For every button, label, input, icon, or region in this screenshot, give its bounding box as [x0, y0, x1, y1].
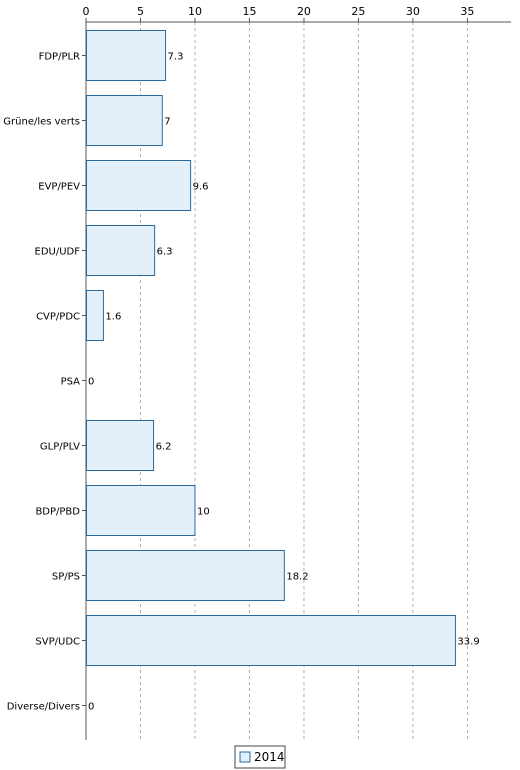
legend-swatch [239, 751, 251, 763]
bar [86, 95, 163, 146]
bar [86, 550, 285, 601]
category-label: GLP/PLV [40, 442, 80, 453]
bar [86, 225, 156, 276]
bar [86, 160, 192, 211]
x-tick-label: 5 [137, 5, 144, 18]
x-tick-label: 0 [83, 5, 90, 18]
x-tick-label: 30 [406, 5, 420, 18]
x-tick-label: 20 [297, 5, 311, 18]
data-label: 9.6 [193, 182, 209, 193]
category-label: FDP/PLR [39, 52, 80, 63]
bars: 7.3 7 9.6 6.3 1.6 0 6.2 10 18.2 33.9 0 [86, 30, 480, 713]
data-label: 10 [197, 507, 210, 518]
x-axis: 0 5 10 15 20 25 30 35 [83, 5, 511, 23]
category-label: SVP/UDC [35, 637, 80, 648]
category-label: EDU/UDF [35, 247, 81, 258]
y-axis: FDP/PLR Grüne/les verts EVP/PEV EDU/UDF CVP/… [3, 22, 87, 740]
x-tick-label: 15 [242, 5, 256, 18]
category-label: EVP/PEV [38, 182, 80, 193]
category-label: PSA [61, 377, 81, 388]
data-label: 6.2 [156, 442, 172, 453]
x-tick-label: 25 [351, 5, 365, 18]
data-label: 33.9 [457, 637, 479, 648]
bar [86, 30, 167, 81]
data-label: 18.2 [286, 572, 308, 583]
data-label: 7.3 [168, 52, 184, 63]
data-label: 1.6 [105, 312, 121, 323]
data-label: 7 [164, 117, 170, 128]
category-label: SP/PS [52, 572, 80, 583]
data-label: 6.3 [157, 247, 173, 258]
data-label: 0 [88, 702, 94, 713]
category-label: BDP/PBD [35, 507, 80, 518]
x-tick-label: 10 [188, 5, 202, 18]
legend-label: 2014 [254, 750, 285, 764]
bar [86, 485, 196, 536]
legend: 2014 [234, 745, 286, 769]
category-label: CVP/PDC [36, 312, 80, 323]
bar [86, 290, 104, 341]
x-tick-label: 35 [460, 5, 474, 18]
data-label: 0 [88, 377, 94, 388]
category-label: Grüne/les verts [3, 117, 80, 128]
category-label: Diverse/Divers [7, 702, 80, 713]
bar [86, 615, 456, 666]
bar [86, 420, 155, 471]
